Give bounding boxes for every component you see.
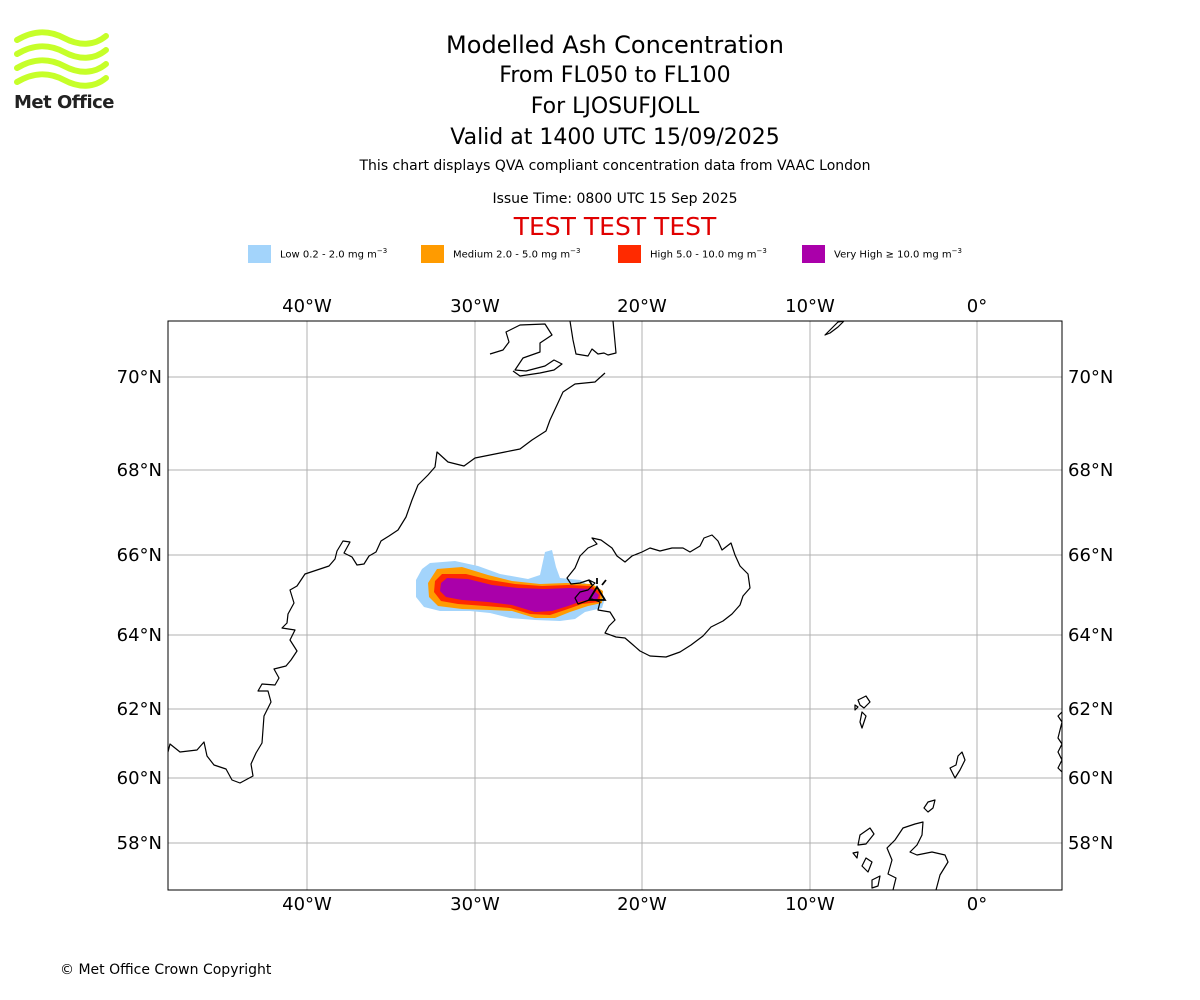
- lon-label-bottom: 30°W: [450, 894, 500, 915]
- shetland-islands: [923, 751, 966, 813]
- volcano-name: For LJOSUFJOLL: [530, 94, 700, 119]
- lat-label-left: 68°N: [117, 460, 162, 481]
- graticule: [168, 321, 1062, 890]
- test-banner: TEST TEST TEST: [513, 212, 717, 241]
- greenland-northeast-coast: [569, 321, 617, 357]
- lat-label-right: 66°N: [1068, 545, 1113, 566]
- lat-label-right: 70°N: [1068, 367, 1113, 388]
- map-frame: [167, 320, 1063, 891]
- volcano-marker: [587, 578, 607, 601]
- lat-label-right: 58°N: [1068, 833, 1113, 854]
- hebrides: [852, 827, 881, 889]
- legend-item-low: Low 0.2 - 2.0 mg m−3: [248, 244, 387, 264]
- lon-label-top: 30°W: [450, 296, 500, 317]
- legend-swatch-very-high: [802, 245, 825, 263]
- greenland-coastline: [168, 372, 606, 784]
- volcano-ray-left: [588, 579, 593, 586]
- norway-coastline: [1057, 711, 1062, 773]
- faroe-islands: [854, 695, 871, 729]
- copyright-notice: © Met Office Crown Copyright: [60, 962, 272, 978]
- lon-label-top: 40°W: [282, 296, 332, 317]
- lon-label-bottom: 0°: [967, 894, 987, 915]
- scotland-coastline: [886, 821, 949, 890]
- legend-swatch-medium: [421, 245, 444, 263]
- lat-label-left: 70°N: [117, 367, 162, 388]
- legend-swatch-high: [618, 245, 641, 263]
- legend-label-medium: Medium 2.0 - 5.0 mg m−3: [453, 247, 581, 261]
- volcano-triangle: [587, 585, 607, 601]
- lat-label-left: 64°N: [117, 625, 162, 646]
- legend-item-very-high: Very High ≥ 10.0 mg m−3: [802, 244, 962, 264]
- legend-label-low: Low 0.2 - 2.0 mg m−3: [280, 247, 388, 261]
- volcano-ray-right: [601, 579, 607, 586]
- lon-label-bottom: 40°W: [282, 894, 332, 915]
- lat-label-left: 58°N: [117, 833, 162, 854]
- ash-plume: [416, 550, 605, 621]
- svalbard-south-tip: [824, 321, 845, 336]
- lon-label-bottom: 10°W: [785, 894, 835, 915]
- lat-label-right: 64°N: [1068, 625, 1113, 646]
- lat-label-right: 62°N: [1068, 699, 1113, 720]
- latitude-labels-right: 70°N 68°N 66°N 64°N 62°N 60°N 58°N: [1068, 367, 1113, 854]
- lon-label-top: 10°W: [785, 296, 835, 317]
- longitude-labels-bottom: 40°W 30°W 20°W 10°W 0°: [282, 894, 987, 915]
- lat-label-right: 60°N: [1068, 768, 1113, 789]
- issue-time: Issue Time: 0800 UTC 15 Sep 2025: [492, 191, 738, 207]
- longitude-labels-top: 40°W 30°W 20°W 10°W 0°: [282, 296, 987, 317]
- source-note: This chart displays QVA compliant concen…: [359, 158, 871, 174]
- valid-time: Valid at 1400 UTC 15/09/2025: [450, 125, 780, 150]
- lon-label-top: 0°: [967, 296, 987, 317]
- chart-title-block: Modelled Ash Concentration From FL050 to…: [315, 30, 915, 153]
- met-office-logo: [14, 29, 109, 89]
- chart-title: Modelled Ash Concentration: [446, 31, 784, 59]
- legend-label-high: High 5.0 - 10.0 mg m−3: [650, 247, 767, 261]
- lat-label-left: 62°N: [117, 699, 162, 720]
- latitude-labels-left: 70°N 68°N 66°N 64°N 62°N 60°N 58°N: [117, 367, 162, 854]
- logo-wordmark: Met Office: [14, 92, 115, 113]
- legend-item-medium: Medium 2.0 - 5.0 mg m−3: [421, 244, 580, 264]
- flight-level-range: From FL050 to FL100: [499, 63, 731, 88]
- map-frame-background: [168, 321, 1062, 890]
- legend-item-high: High 5.0 - 10.0 mg m−3: [618, 244, 767, 264]
- lon-label-top: 20°W: [617, 296, 667, 317]
- lat-label-right: 68°N: [1068, 460, 1113, 481]
- lon-label-bottom: 20°W: [617, 894, 667, 915]
- legend-label-very-high: Very High ≥ 10.0 mg m−3: [834, 247, 962, 261]
- legend-swatch-low: [248, 245, 271, 263]
- ash-contour-very-high: [440, 578, 599, 612]
- lat-label-left: 60°N: [117, 768, 162, 789]
- northeast-island: [489, 323, 563, 377]
- lat-label-left: 66°N: [117, 545, 162, 566]
